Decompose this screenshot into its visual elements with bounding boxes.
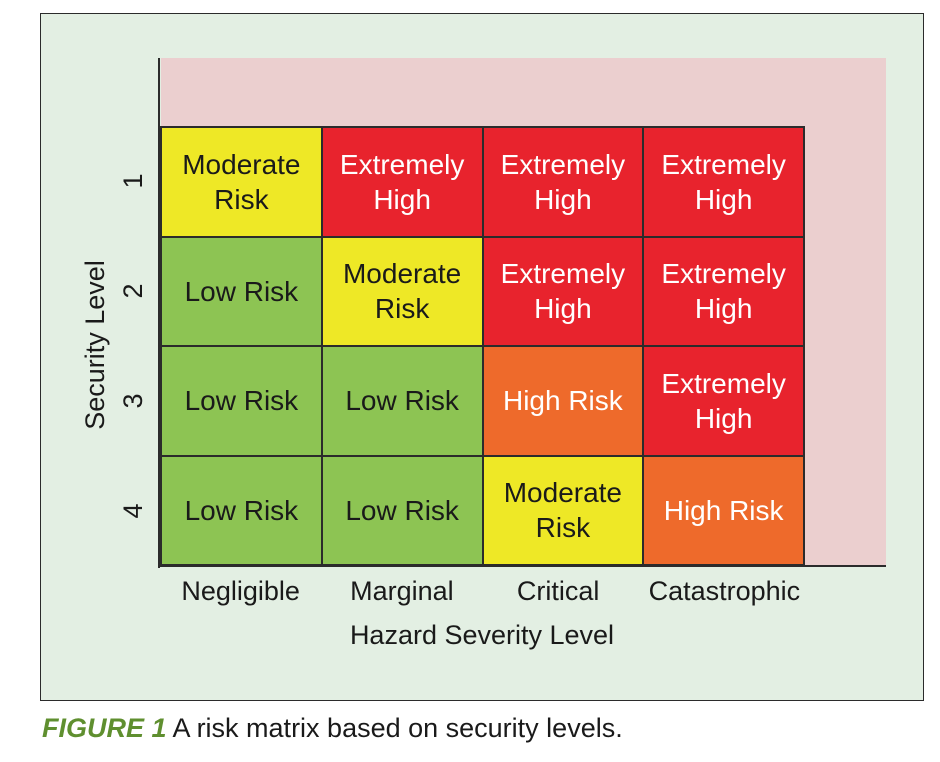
caption-label: FIGURE 1	[42, 713, 167, 743]
matrix-cell-3-1: Low Risk	[160, 347, 321, 457]
risk-matrix: Moderate Risk Extremely High Extremely Hig…	[160, 126, 805, 566]
y-tick-label: 1	[117, 173, 148, 189]
matrix-cell-1-2: Extremely High	[320, 128, 482, 238]
x-axis-label: Hazard Severity Level	[349, 620, 615, 650]
caption-text: A risk matrix based on security levels.	[166, 713, 623, 743]
matrix-cell-1-4: Extremely High	[642, 128, 803, 238]
y-tick-label: 2	[117, 283, 148, 299]
matrix-cell-3-4: Extremely High	[642, 347, 803, 457]
matrix-cell-3-3: High Risk	[481, 347, 643, 457]
x-tick-label: Catastrophic	[648, 576, 801, 606]
matrix-cell-2-2: Moderate Risk	[320, 237, 482, 347]
x-tick-label: Marginal	[350, 576, 454, 606]
matrix-cell-1-3: Extremely High	[481, 128, 643, 238]
figure-caption: FIGURE 1 A risk matrix based on security…	[42, 713, 623, 744]
matrix-cell-2-3: Extremely High	[481, 237, 643, 347]
x-tick-label: Negligible	[181, 576, 300, 606]
y-tick-label: 4	[117, 503, 148, 519]
matrix-cell-4-3: Moderate Risk	[481, 456, 643, 566]
y-tick-label: 3	[117, 393, 148, 409]
matrix-cell-4-2: Low Risk	[320, 456, 482, 566]
matrix-cell-4-4: High Risk	[642, 456, 803, 566]
y-axis-label: Security Level	[79, 260, 110, 430]
matrix-cell-2-1: Low Risk	[160, 237, 321, 347]
x-axis-line	[158, 565, 886, 567]
y-axis-line	[158, 58, 160, 568]
matrix-cell-3-2: Low Risk	[320, 347, 482, 457]
matrix-cell-2-4: Extremely High	[642, 237, 803, 347]
matrix-cell-4-1: Low Risk	[160, 456, 321, 566]
x-tick-label: Critical	[516, 576, 600, 606]
matrix-cell-1-1: Moderate Risk	[160, 128, 321, 238]
